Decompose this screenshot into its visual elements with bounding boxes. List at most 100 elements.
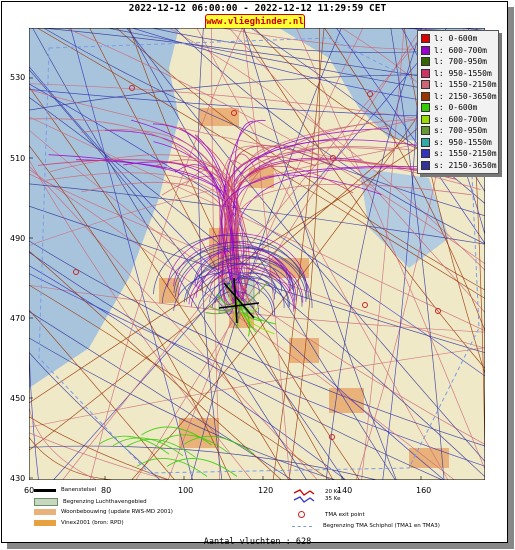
legend-swatch bbox=[421, 114, 430, 124]
altitude-legend: l: 0-600m l: 600-700m l: 700-950m l: 950-15… bbox=[417, 30, 499, 174]
flight-track bbox=[190, 267, 294, 312]
x-tick-label: 140 bbox=[337, 486, 353, 495]
flight-track bbox=[221, 165, 354, 309]
flight-track bbox=[29, 159, 252, 480]
flight-track bbox=[228, 28, 485, 313]
flight-track bbox=[166, 458, 238, 477]
flight-track bbox=[29, 407, 97, 480]
y-tick-label: 450 bbox=[10, 394, 26, 403]
flight-track bbox=[204, 262, 295, 302]
legend-swatch bbox=[421, 45, 430, 55]
flight-track bbox=[196, 28, 449, 480]
flight-track bbox=[29, 145, 232, 480]
flight-track bbox=[324, 28, 485, 331]
y-tick-label: 470 bbox=[10, 314, 26, 323]
runway-swatch bbox=[34, 488, 56, 492]
legend-label: s: 2150-3650m bbox=[434, 160, 497, 170]
flight-track bbox=[29, 309, 175, 480]
runway bbox=[223, 282, 255, 319]
flight-track bbox=[173, 242, 290, 292]
legend-entry: s: 0-600m bbox=[418, 102, 498, 114]
flight-track bbox=[167, 28, 364, 480]
flight-track bbox=[241, 28, 485, 369]
flight-track bbox=[141, 426, 212, 446]
legend-runway: Banenstelsel bbox=[34, 487, 96, 493]
flight-track bbox=[135, 28, 422, 480]
flight-track bbox=[29, 240, 485, 447]
legend-tma-exit: TMA exit point bbox=[298, 511, 365, 518]
flight-track bbox=[89, 28, 243, 480]
flight-track-map bbox=[29, 28, 485, 480]
runway bbox=[218, 302, 260, 309]
flight-track bbox=[29, 250, 282, 480]
legend-swatch bbox=[421, 91, 430, 101]
flight-track bbox=[173, 241, 309, 298]
flight-track bbox=[29, 251, 443, 480]
legend-entry: l: 950-1550m bbox=[418, 68, 498, 80]
legend-entry: s: 600-700m bbox=[418, 114, 498, 126]
flight-track bbox=[81, 129, 245, 296]
legend-noise-20: 20 Ke bbox=[325, 489, 341, 495]
flight-track bbox=[197, 28, 223, 480]
flight-track bbox=[229, 280, 240, 306]
flight-track bbox=[211, 291, 259, 313]
legend-swatch bbox=[421, 68, 430, 78]
legend-label: l: 1550-2150m bbox=[434, 80, 497, 90]
flight-track bbox=[208, 297, 240, 312]
y-tick-label: 490 bbox=[10, 234, 26, 243]
legend-label: l: 0-600m bbox=[434, 34, 478, 44]
legend-swatch bbox=[421, 149, 430, 159]
flight-track bbox=[209, 272, 290, 308]
flight-track bbox=[336, 28, 485, 244]
flight-track bbox=[29, 265, 347, 480]
vinex-swatch bbox=[34, 520, 56, 526]
flight-track bbox=[186, 257, 303, 307]
flight-count: Aantal vluchten : 628 bbox=[203, 537, 312, 547]
legend-swatch bbox=[421, 137, 430, 147]
flight-track bbox=[129, 28, 360, 480]
noise-contour-icon bbox=[293, 489, 315, 503]
tma-exit-points bbox=[73, 85, 441, 440]
legend-swatch bbox=[421, 160, 430, 170]
legend-label: s: 600-700m bbox=[434, 114, 487, 124]
flight-track bbox=[183, 435, 255, 455]
tma-boundary bbox=[38, 37, 480, 474]
flight-track bbox=[70, 28, 193, 480]
y-tick-label: 430 bbox=[10, 474, 26, 483]
flight-track bbox=[243, 28, 397, 480]
legend-swatch bbox=[421, 80, 430, 90]
legend-vinex: Vinex2001 (bron: RPD) bbox=[34, 520, 124, 526]
legend-tma-boundary: Begrenzing TMA Schiphol (TMA1 en TMA3) bbox=[292, 523, 440, 529]
flight-track bbox=[125, 438, 196, 458]
flight-track bbox=[62, 28, 430, 480]
flight-track bbox=[43, 28, 485, 217]
flight-track bbox=[188, 264, 295, 310]
flight-track bbox=[250, 28, 485, 204]
flight-track bbox=[178, 250, 297, 301]
x-tick-label: 80 bbox=[101, 486, 112, 495]
flight-track bbox=[29, 432, 170, 480]
flight-track bbox=[220, 165, 466, 300]
legend-noise-35: 35 Ke bbox=[325, 496, 341, 502]
flight-tracks bbox=[29, 28, 485, 480]
legend-swatch bbox=[421, 103, 430, 113]
flight-track bbox=[29, 86, 290, 480]
legend-swatch bbox=[421, 34, 430, 44]
legend-entry: s: 2150-3650m bbox=[418, 160, 498, 172]
flight-track bbox=[29, 337, 336, 480]
flight-track bbox=[296, 28, 485, 470]
flight-track bbox=[219, 145, 269, 294]
tma-boundary-icon bbox=[292, 525, 312, 527]
x-tick-label: 60 bbox=[24, 486, 35, 495]
flight-track bbox=[66, 28, 485, 265]
flight-track bbox=[209, 271, 260, 295]
legend-label: l: 950-1550m bbox=[434, 68, 492, 78]
flight-track bbox=[29, 173, 485, 349]
flight-track bbox=[175, 246, 307, 302]
flight-track bbox=[53, 28, 448, 480]
x-tick-label: 120 bbox=[258, 486, 274, 495]
period-title: 2022-12-12 06:00:00 - 2022-12-12 11:29:5… bbox=[128, 3, 387, 14]
flight-track bbox=[29, 205, 485, 354]
runway bbox=[233, 277, 238, 324]
flight-track bbox=[29, 129, 485, 445]
